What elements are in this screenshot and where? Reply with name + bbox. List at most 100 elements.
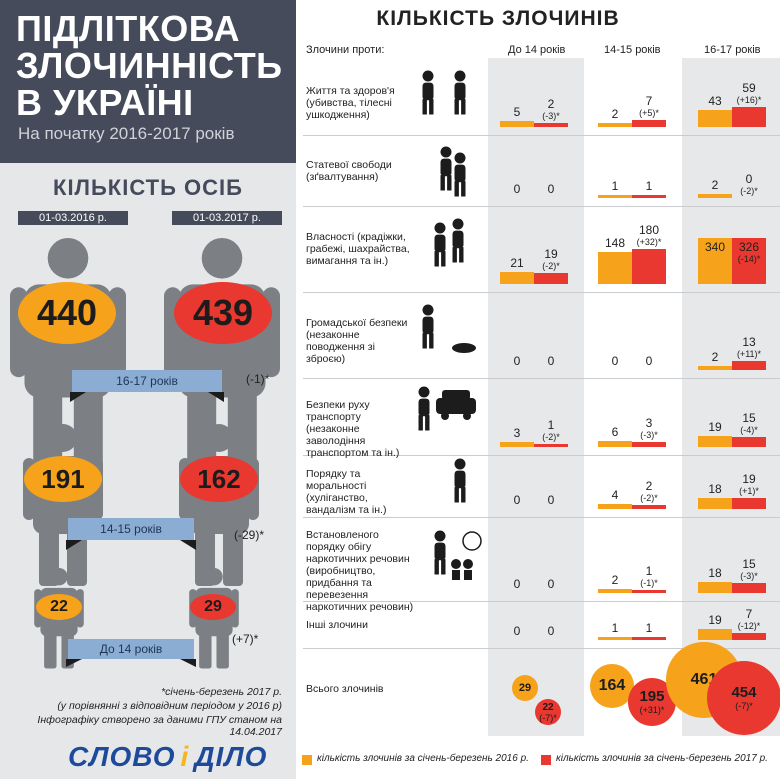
category-label: Власності (крадіжки, грабежі, шахрайства… xyxy=(306,231,410,267)
value-2017-number: 0 xyxy=(745,172,753,186)
band-u14: До 14 років xyxy=(68,639,194,659)
bar-2017 xyxy=(732,436,766,447)
vandalism-icon xyxy=(454,458,466,503)
row-divider xyxy=(303,601,780,602)
value-2017: 0 xyxy=(631,354,667,368)
value-2017: 13 (+11)* xyxy=(731,335,767,359)
value-2017: 7 (-12)* xyxy=(731,607,767,631)
value-2017-change: (-3)* xyxy=(740,570,758,581)
value-2016: 0 xyxy=(513,182,521,196)
bar-2017 xyxy=(732,582,766,593)
bar-2016 xyxy=(698,109,732,127)
bar-2017 xyxy=(632,195,666,198)
value-2017-number: 1 xyxy=(645,179,653,193)
bar-2017 xyxy=(732,360,766,370)
value-2017-number: 2 xyxy=(547,97,555,112)
value-2017: 2 (-2)* xyxy=(631,479,667,503)
value-2016: 0 xyxy=(513,577,521,591)
header-1617: 16-17 років xyxy=(704,44,761,56)
diff-u14: (+7)* xyxy=(232,632,259,646)
value-2017-number: 1 xyxy=(645,621,653,635)
value-2017: 0 xyxy=(533,493,569,507)
date-2016-tag: 01-03.2016 р. xyxy=(18,211,128,225)
oval-u14-2016: 22 xyxy=(36,594,82,620)
bar-2016 xyxy=(598,589,632,593)
value-2017: 0 (-2)* xyxy=(731,172,767,196)
oval-1415-2016: 191 xyxy=(24,456,102,502)
car-theft-icon xyxy=(418,386,430,431)
value-2016: 18 xyxy=(708,481,722,496)
value-2017-change: (-2)* xyxy=(740,186,758,196)
category-label: Громадської безпеки (незаконне поводженн… xyxy=(306,317,408,365)
value-2017-change: (-2)* xyxy=(640,493,658,504)
value-2017-number: 19 xyxy=(544,246,558,261)
oval-1617-2017: 439 xyxy=(174,282,272,344)
footnote-period: *січень-березень 2017 р. xyxy=(161,686,282,698)
value-2017-number: 1 xyxy=(547,418,555,432)
value-2017-number: 0 xyxy=(547,493,555,507)
value-2016: 18 xyxy=(708,565,722,580)
bubble-2017-number: 454 xyxy=(731,684,757,702)
bubble-2016: 164 xyxy=(589,663,635,709)
logo: СЛОВО і ДІЛО xyxy=(68,741,268,772)
total-label: Всього злочинів xyxy=(306,683,384,695)
bar-2017 xyxy=(632,637,666,640)
cannabis-icon xyxy=(462,531,482,551)
left-panel: ПІДЛІТКОВА ЗЛОЧИННІСТЬ В УКРАЇНІ На поча… xyxy=(0,0,296,779)
value-2017: 2 (-3)* xyxy=(533,97,569,121)
value-2016: 1 xyxy=(611,179,619,193)
value-2017: 15 (-4)* xyxy=(731,411,767,435)
bar-2017 xyxy=(632,442,666,447)
band-1415: 14-15 років xyxy=(68,518,194,540)
value-2016: 0 xyxy=(513,624,521,638)
col-bg-u14 xyxy=(488,58,584,648)
value-2017: 1 (-1)* xyxy=(631,564,667,588)
value-2017-number: 15 xyxy=(742,410,756,425)
bar-2017 xyxy=(732,238,766,284)
value-2017: 0 xyxy=(533,624,569,638)
legend-2017-label: кількість злочинів за січень-березень 20… xyxy=(556,753,768,764)
value-2017-change: (-14)* xyxy=(737,254,761,264)
bar-2017 xyxy=(632,590,666,593)
value-2017-change: (-4)* xyxy=(740,424,758,435)
value-2017-number: 0 xyxy=(547,577,555,591)
value-2016: 19 xyxy=(708,419,722,434)
diff-1617: (-1)* xyxy=(246,372,270,386)
value-2016: 6 xyxy=(611,424,619,439)
row-divider xyxy=(303,206,780,207)
bar-2017 xyxy=(534,123,568,127)
value-2017-change: (-2)* xyxy=(542,260,560,271)
row-divider xyxy=(303,648,780,649)
footnote-source: Інфографіку створено за даними ГПУ стано… xyxy=(37,714,282,738)
bar-2016 xyxy=(598,123,632,127)
bubble-2017: 454 (-7)* xyxy=(706,660,780,736)
value-2016: 1 xyxy=(611,621,619,635)
value-2017: 0 xyxy=(533,354,569,368)
value-2017-number: 326 xyxy=(738,240,760,254)
bar-2016 xyxy=(698,366,732,370)
bar-2017 xyxy=(632,505,666,509)
value-2017-number: 2 xyxy=(645,479,653,494)
value-2016: 2 xyxy=(611,107,619,122)
persons-heading: КІЛЬКІСТЬ ОСІБ xyxy=(53,175,243,200)
bar-2017 xyxy=(534,272,568,284)
value-2017-number: 3 xyxy=(645,416,653,431)
value-2017-number: 7 xyxy=(745,607,753,622)
value-2017-change: (-3)* xyxy=(542,111,560,122)
value-2017: 7 (+5)* xyxy=(631,94,667,118)
value-2016: 4 xyxy=(611,487,619,502)
bar-2016 xyxy=(598,503,632,509)
bar-2017 xyxy=(732,633,766,640)
value-2017-number: 1 xyxy=(645,564,653,578)
row-divider xyxy=(303,378,780,379)
category-label: Інші злочини xyxy=(306,618,368,631)
value-2017-change: (+32)* xyxy=(636,237,662,248)
value-2017-change: (-12)* xyxy=(737,621,761,632)
value-2017-number: 59 xyxy=(742,81,756,96)
value-2017: 0 xyxy=(533,577,569,591)
value-2017: 1 xyxy=(631,179,667,193)
bar-2016 xyxy=(698,497,732,509)
crimes-title: КІЛЬКІСТЬ ЗЛОЧИНІВ xyxy=(376,7,620,30)
page-title: ПІДЛІТКОВА ЗЛОЧИННІСТЬ В УКРАЇНІ xyxy=(16,8,283,123)
value-2017-change: (+1)* xyxy=(739,485,759,496)
